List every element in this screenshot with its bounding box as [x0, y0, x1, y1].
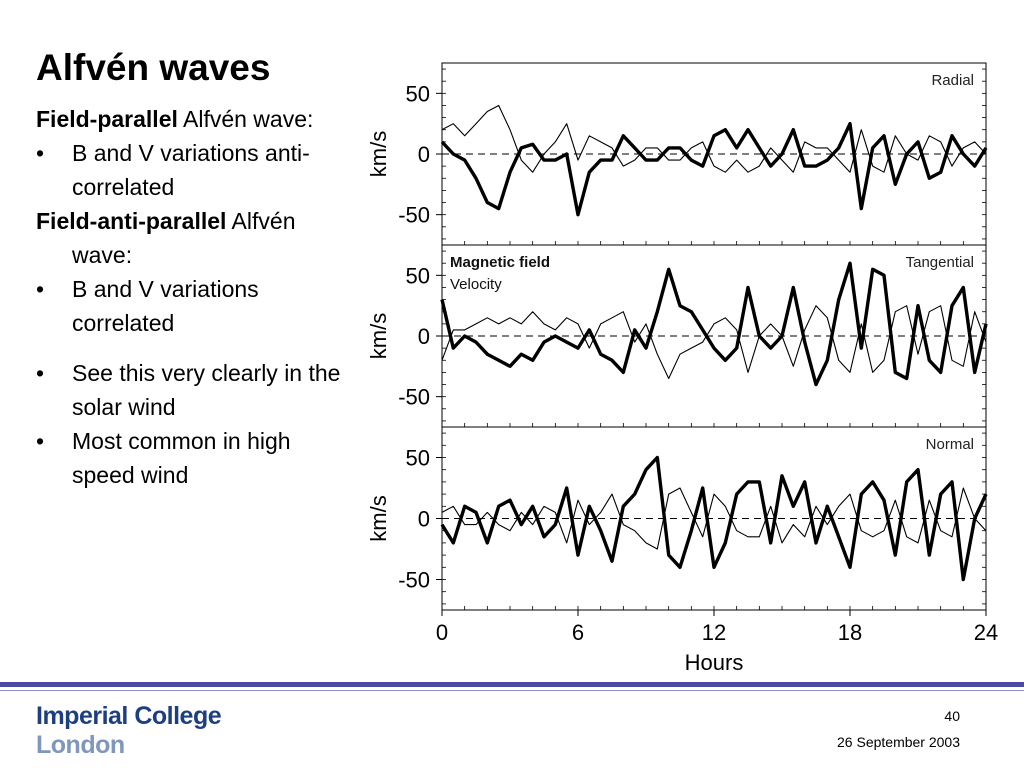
footer-rule-thick — [0, 682, 1024, 687]
y-tick-label: 50 — [406, 263, 430, 288]
y-axis-label: km/s — [366, 131, 391, 177]
slide-text-body: Field-parallel Alfvén wave: • B and V var… — [36, 102, 356, 492]
panel-label: Normal — [926, 436, 974, 453]
bullet-text: Most common in high speed wind — [72, 428, 291, 488]
bullet-text: See this very clearly in the solar wind — [72, 360, 341, 420]
x-tick-label: 12 — [702, 620, 726, 645]
field-parallel-heading: Field-parallel Alfvén wave: — [36, 102, 356, 136]
bullet-item: • B and V variations correlated — [36, 272, 356, 340]
field-anti-parallel-bold: Field-anti-parallel — [36, 208, 227, 234]
x-tick-label: 6 — [572, 620, 584, 645]
x-tick-label: 24 — [974, 620, 998, 645]
imperial-college-logo: Imperial College London — [36, 702, 222, 760]
bullet-dot-icon: • — [36, 140, 45, 166]
series-line-magnetic-field — [440, 455, 988, 582]
field-anti-parallel-rest: Alfvén wave: — [72, 208, 296, 268]
y-tick-label: -50 — [398, 203, 430, 228]
y-tick-label: 0 — [418, 142, 430, 167]
series-line-velocity — [441, 104, 987, 173]
spacer — [36, 340, 356, 356]
y-axis-label: km/s — [366, 495, 391, 541]
series-line-velocity — [441, 487, 987, 550]
bullet-dot-icon: • — [36, 276, 45, 302]
field-anti-parallel-heading: Field-anti-parallel Alfvén wave: — [36, 204, 356, 272]
y-tick-label: -50 — [398, 568, 430, 593]
x-tick-label: 0 — [436, 620, 448, 645]
y-tick-label: 50 — [406, 446, 430, 471]
footer-rule-thin — [0, 690, 1024, 691]
panel-label: Tangential — [906, 254, 974, 271]
x-tick-label: 18 — [838, 620, 862, 645]
logo-line1: Imperial College — [36, 702, 222, 730]
y-tick-label: 50 — [406, 81, 430, 106]
series-line-magnetic-field — [440, 121, 988, 217]
y-tick-label: 0 — [418, 507, 430, 532]
legend-entry-magnetic-field: Magnetic field — [450, 254, 550, 271]
logo-line2: London — [36, 731, 125, 759]
series-line-velocity — [441, 305, 987, 380]
footer-date: 26 September 2003 — [837, 734, 960, 750]
page-number: 40 — [944, 708, 960, 724]
bullet-item: • Most common in high speed wind — [36, 424, 356, 492]
field-parallel-rest: Alfvén wave: — [177, 106, 314, 132]
x-axis-label: Hours — [685, 650, 744, 672]
y-axis-label: km/s — [366, 313, 391, 359]
alfven-wave-chart: 50 0 -50 km/s Radial 50 0 -50 km/s Tangential Magn… — [366, 62, 998, 672]
y-tick-label: 0 — [418, 324, 430, 349]
bullet-item: • B and V variations anti-correlated — [36, 136, 356, 204]
bullet-dot-icon: • — [36, 428, 45, 454]
legend-entry-velocity: Velocity — [450, 276, 502, 293]
field-parallel-bold: Field-parallel — [36, 106, 178, 132]
bullet-item: • See this very clearly in the solar wind — [36, 356, 356, 424]
series-line-magnetic-field — [440, 261, 988, 387]
y-tick-label: -50 — [398, 385, 430, 410]
slide-title: Alfvén waves — [36, 47, 271, 88]
panel-label: Radial — [931, 72, 974, 89]
bullet-text: B and V variations anti-correlated — [72, 140, 310, 200]
bullet-dot-icon: • — [36, 360, 45, 386]
bullet-text: B and V variations correlated — [72, 276, 259, 336]
